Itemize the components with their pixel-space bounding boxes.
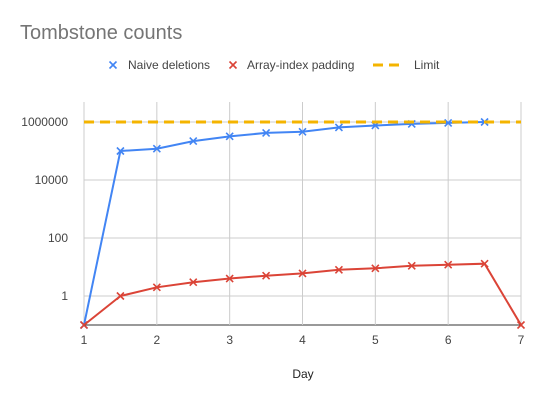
gridlines [83,102,522,326]
y-tick-labels: 1 100 10000 1000000 [21,115,68,303]
data-point-array-index-padding [225,274,234,283]
x-tick-label: 2 [153,333,160,347]
legend-label-array-index-padding: Array-index padding [247,58,354,72]
data-point-naive-deletions [152,144,161,153]
data-point-array-index-padding [407,261,416,270]
legend: Naive deletions Array-index padding Limi… [108,58,440,72]
x-tick-label: 3 [226,333,233,347]
data-point-array-index-padding [444,260,453,269]
y-tick-label: 10000 [35,173,69,187]
data-point-array-index-padding [480,259,489,268]
data-point-array-index-padding [516,320,526,330]
x-tick-label: 6 [445,333,452,347]
data-point-naive-deletions [116,146,125,156]
legend-item-naive-deletions: Naive deletions [108,58,210,72]
legend-marker-naive-deletions [108,60,118,70]
y-tick-label: 100 [48,231,68,245]
data-point-naive-deletions [298,127,307,136]
x-tick-label: 4 [299,333,306,347]
x-axis-title: Day [292,367,313,381]
data-point-naive-deletions [225,132,234,141]
legend-marker-array-index-padding [228,60,238,70]
data-point-naive-deletions [189,137,198,146]
legend-label-limit: Limit [414,58,440,72]
data-point-array-index-padding [116,291,125,301]
data-point-array-index-padding [79,320,89,330]
data-point-array-index-padding [298,269,307,278]
series-layer [79,117,526,330]
data-point-array-index-padding [334,265,343,274]
x-tick-labels: 1 2 3 4 5 6 7 [81,333,525,347]
x-tick-label: 5 [372,333,379,347]
chart-title: Tombstone counts [20,22,182,44]
x-tick-label: 1 [81,333,88,347]
legend-item-array-index-padding: Array-index padding [228,58,354,72]
legend-item-limit: Limit [373,58,440,72]
legend-x-marker [228,60,238,70]
x-tick-label: 7 [518,333,525,347]
data-point-array-index-padding [152,283,161,292]
data-point-array-index-padding [262,271,271,280]
legend-x-marker [108,60,118,70]
y-tick-label: 1 [61,289,68,303]
series-line-naive-deletions [83,121,485,326]
y-tick-label: 1000000 [21,115,68,129]
data-point-array-index-padding [371,264,380,273]
data-point-naive-deletions [262,128,271,137]
data-point-array-index-padding [189,278,198,287]
legend-label-naive-deletions: Naive deletions [128,58,210,72]
data-point-naive-deletions [334,123,343,132]
